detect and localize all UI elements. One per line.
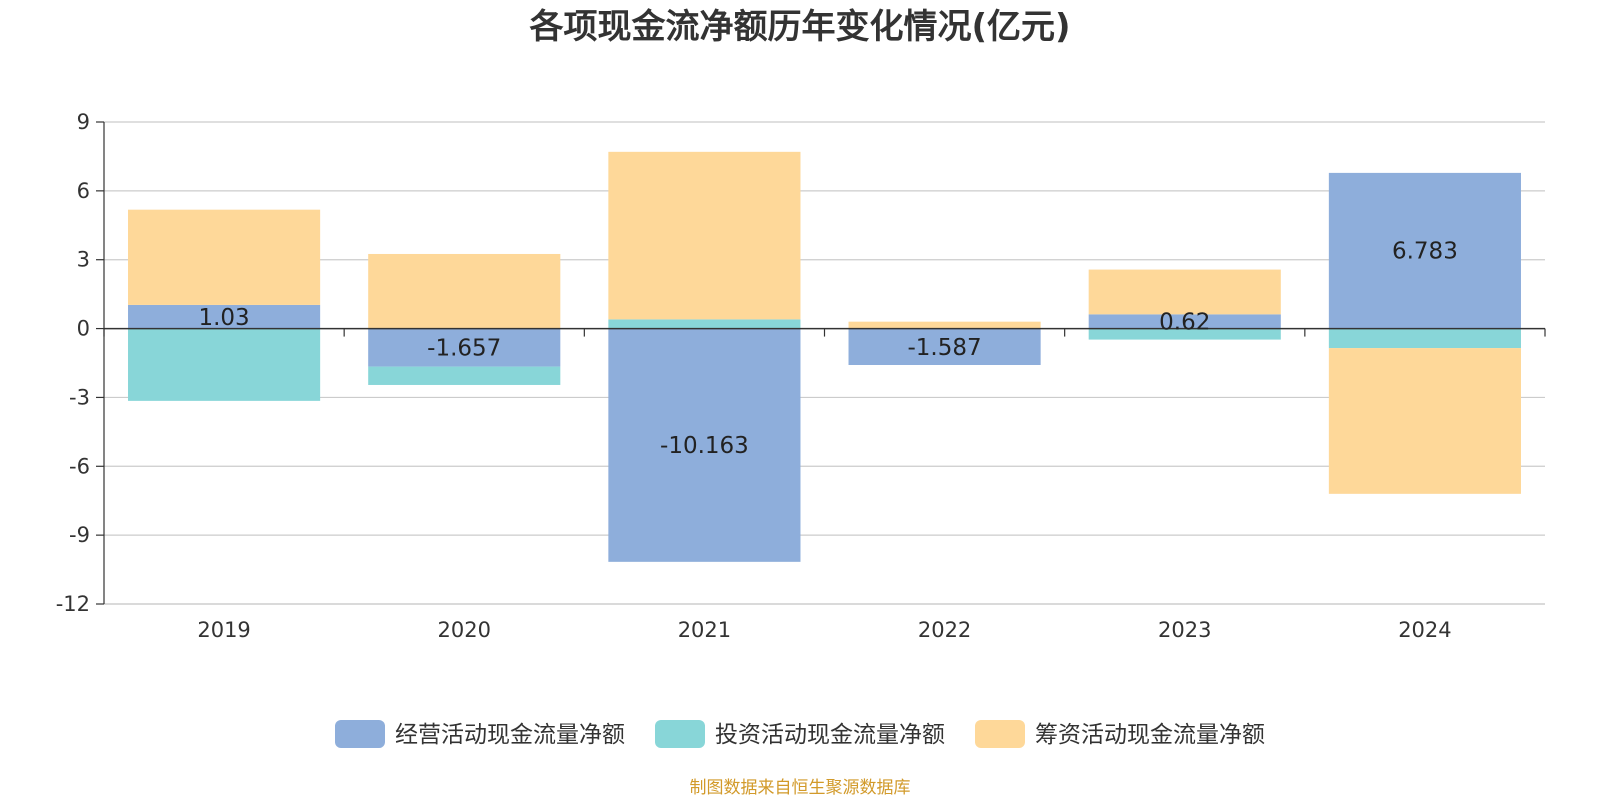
y-tick-label: 6 <box>77 179 90 203</box>
bar-2024-series-2 <box>1328 348 1521 494</box>
bar-2019-series-0 <box>128 304 321 329</box>
y-tick-label: -9 <box>69 523 90 547</box>
y-tick-label: -12 <box>56 592 90 616</box>
data-label-2023: 0.62 <box>1159 309 1210 335</box>
bar-2024-series-1 <box>1328 328 1521 349</box>
bar-2022-series-0 <box>848 328 1041 365</box>
x-tick-label-2024: 2024 <box>1398 618 1451 642</box>
bar-2021-series-1 <box>608 319 801 329</box>
bar-2021-series-2 <box>608 151 801 320</box>
legend-label-0: 经营活动现金流量净额 <box>395 722 625 748</box>
data-labels: 1.03 -1.657 -10.163 -1.587 0.62 6.783 <box>198 239 1457 459</box>
gridlines <box>104 121 1545 605</box>
legend: 经营活动现金流量净额 投资活动现金流量净额 筹资活动现金流量净额 <box>335 720 1265 748</box>
x-tick-label-2021: 2021 <box>678 618 731 642</box>
data-label-2019: 1.03 <box>198 305 249 331</box>
data-label-2021: -10.163 <box>660 433 749 459</box>
bar-2023-series-2 <box>1088 269 1281 315</box>
bar-2022-series-2 <box>848 321 1041 329</box>
data-label-2020: -1.657 <box>427 336 501 362</box>
data-label-2022: -1.587 <box>908 335 982 361</box>
chart-title: 各项现金流净额历年变化情况(亿元) <box>529 7 1070 47</box>
bar-2019-series-1 <box>128 328 321 401</box>
y-tick-label: 0 <box>77 317 90 341</box>
bar-2020-series-0 <box>368 328 561 367</box>
y-tick-label: -6 <box>69 454 90 478</box>
source-note: 制图数据来自恒生聚源数据库 <box>690 778 911 798</box>
bar-2020-series-1 <box>368 366 561 385</box>
axes: 9 6 3 0 -3 -6 -9 -12 2019 2020 2021 2022 2023 2024 <box>56 110 1546 642</box>
bar-2023-series-0 <box>1088 314 1281 329</box>
bar-2020-series-2 <box>368 253 561 329</box>
y-tick-label: -3 <box>69 385 90 409</box>
legend-swatch-0 <box>335 720 385 748</box>
legend-label-2: 筹资活动现金流量净额 <box>1035 722 1265 748</box>
bars <box>128 151 1521 562</box>
legend-label-1: 投资活动现金流量净额 <box>715 722 945 748</box>
x-tick-label-2020: 2020 <box>438 618 491 642</box>
y-tick-label: 9 <box>77 110 90 134</box>
legend-swatch-2 <box>975 720 1025 748</box>
data-label-2024: 6.783 <box>1392 239 1458 265</box>
bar-2024-series-0 <box>1328 172 1521 329</box>
bar-2023-series-1 <box>1088 328 1281 340</box>
x-tick-label-2019: 2019 <box>197 618 250 642</box>
bar-2021-series-0 <box>608 328 801 562</box>
x-tick-label-2022: 2022 <box>918 618 971 642</box>
legend-swatch-1 <box>655 720 705 748</box>
bar-2019-series-2 <box>128 209 321 305</box>
y-tick-label: 3 <box>77 248 90 272</box>
x-tick-label-2023: 2023 <box>1158 618 1211 642</box>
